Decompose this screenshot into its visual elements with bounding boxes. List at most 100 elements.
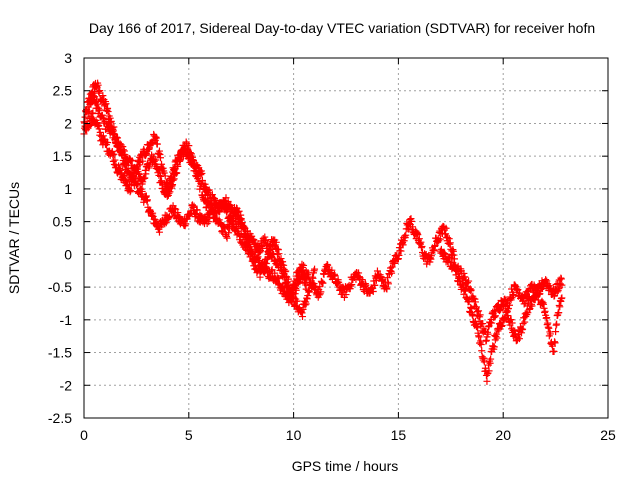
data-point bbox=[161, 220, 169, 228]
data-point bbox=[316, 283, 324, 291]
data-point bbox=[369, 288, 377, 296]
data-point bbox=[112, 133, 120, 141]
data-point bbox=[153, 140, 161, 148]
data-point bbox=[545, 324, 553, 332]
data-point bbox=[237, 230, 245, 238]
data-point bbox=[399, 241, 407, 249]
data-point bbox=[439, 249, 447, 257]
data-point bbox=[302, 285, 310, 293]
data-point bbox=[197, 180, 205, 188]
data-point bbox=[371, 281, 379, 289]
x-tick-label: 25 bbox=[600, 427, 616, 443]
data-point bbox=[174, 209, 182, 217]
data-point bbox=[557, 275, 565, 283]
data-point bbox=[128, 157, 136, 165]
data-point bbox=[555, 309, 563, 317]
data-point bbox=[453, 266, 461, 274]
data-point bbox=[435, 237, 443, 245]
data-point bbox=[99, 92, 107, 100]
data-point bbox=[543, 314, 551, 322]
data-point bbox=[141, 174, 149, 182]
data-point bbox=[498, 321, 506, 329]
data-point bbox=[461, 286, 469, 294]
x-tick-label: 10 bbox=[286, 427, 302, 443]
y-tick-label: 2 bbox=[64, 115, 72, 131]
data-point bbox=[546, 330, 554, 338]
data-point bbox=[388, 269, 396, 277]
data-point bbox=[319, 279, 327, 287]
data-point bbox=[284, 283, 292, 291]
data-point bbox=[96, 128, 104, 136]
data-point bbox=[504, 305, 512, 313]
axis-ticks: 0 5 10 15 20 25 -2.5 -2 -1.5 -1 -0.5 0 0.5 1 1.5 2 2.5 3 bbox=[48, 50, 616, 443]
data-point bbox=[436, 235, 444, 243]
data-point bbox=[391, 259, 399, 267]
data-point bbox=[508, 319, 516, 327]
data-point bbox=[198, 169, 206, 177]
data-point bbox=[395, 251, 403, 259]
data-point bbox=[515, 335, 523, 343]
series-track-4 bbox=[436, 245, 566, 385]
data-point bbox=[490, 343, 498, 351]
data-point bbox=[107, 117, 115, 125]
data-point bbox=[558, 281, 566, 289]
data-point bbox=[240, 222, 248, 230]
data-point bbox=[205, 186, 213, 194]
data-point bbox=[465, 298, 473, 306]
data-point bbox=[226, 224, 234, 232]
data-point bbox=[117, 141, 125, 149]
data-point bbox=[224, 206, 232, 214]
data-point bbox=[505, 301, 513, 309]
data-point bbox=[331, 272, 339, 280]
data-point bbox=[220, 198, 228, 206]
data-point bbox=[102, 100, 110, 108]
data-point bbox=[317, 288, 325, 296]
y-tick-label: -2 bbox=[60, 377, 73, 393]
data-point bbox=[173, 169, 181, 177]
data-point bbox=[223, 234, 231, 242]
data-point bbox=[250, 255, 258, 263]
data-point bbox=[104, 108, 112, 116]
data-point bbox=[290, 294, 298, 302]
data-point bbox=[558, 294, 566, 302]
data-point bbox=[274, 274, 282, 282]
data-point bbox=[479, 320, 487, 328]
data-point bbox=[111, 156, 119, 164]
data-point bbox=[194, 171, 202, 179]
data-point bbox=[293, 297, 301, 305]
data-point bbox=[476, 311, 484, 319]
data-point bbox=[109, 151, 117, 159]
y-tick-label: 0.5 bbox=[53, 214, 73, 230]
data-point bbox=[155, 167, 163, 175]
data-point bbox=[191, 161, 199, 169]
data-point bbox=[157, 154, 165, 162]
data-point bbox=[96, 87, 104, 95]
y-tick-label: -2.5 bbox=[48, 410, 72, 426]
data-point bbox=[185, 142, 193, 150]
data-point bbox=[292, 286, 300, 294]
data-point bbox=[487, 355, 495, 363]
y-tick-label: -0.5 bbox=[48, 279, 72, 295]
y-tick-label: -1 bbox=[60, 312, 73, 328]
series-track-3 bbox=[84, 88, 310, 302]
data-point bbox=[311, 265, 319, 273]
data-point bbox=[542, 276, 550, 284]
data-point bbox=[324, 261, 332, 269]
data-point bbox=[284, 275, 292, 283]
data-point bbox=[186, 149, 194, 157]
data-point bbox=[524, 309, 532, 317]
data-point bbox=[418, 242, 426, 250]
data-point bbox=[104, 139, 112, 147]
data-point bbox=[556, 303, 564, 311]
data-point bbox=[553, 320, 561, 328]
data-point bbox=[248, 250, 256, 258]
data-point bbox=[397, 247, 405, 255]
data-point bbox=[86, 121, 94, 129]
data-point bbox=[480, 358, 488, 366]
data-point bbox=[552, 328, 560, 336]
data-point bbox=[225, 229, 233, 237]
y-tick-label: 1.5 bbox=[53, 148, 73, 164]
x-tick-label: 0 bbox=[80, 427, 88, 443]
data-point bbox=[266, 249, 274, 257]
